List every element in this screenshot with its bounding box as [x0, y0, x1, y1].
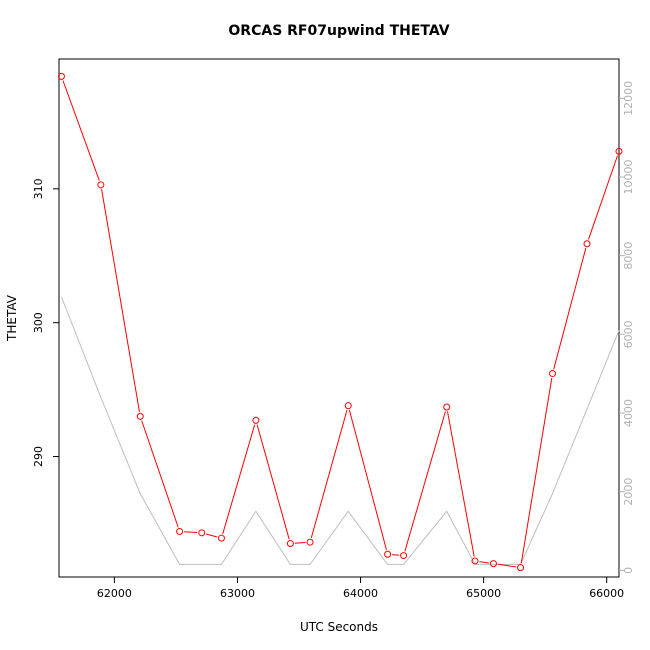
y2-tick-label: 0: [622, 567, 635, 574]
thetav-line-segment: [222, 424, 256, 535]
y-axis-left: 290 300 310: [32, 178, 59, 467]
thetav-point: [198, 529, 206, 537]
thetav-point: [217, 534, 225, 542]
thetav-point: [136, 412, 144, 420]
thetav-point: [400, 552, 408, 560]
y-tick-label: 290: [32, 446, 45, 467]
x-tick-label: 64000: [343, 587, 378, 600]
thetav-point: [549, 370, 557, 378]
thetav-point: [286, 540, 294, 548]
y-axis-label: THETAV: [5, 294, 19, 342]
thetav-point: [344, 402, 352, 410]
thetav-point: [489, 560, 497, 568]
chart-title: ORCAS RF07upwind THETAV: [228, 23, 449, 39]
thetav-line-segment: [404, 411, 446, 552]
thetav-line-segment: [588, 155, 618, 240]
y2-tick-label: 2000: [622, 478, 635, 506]
x-axis: 62000 63000 64000 65000 66000: [97, 577, 624, 600]
y2-tick-label: 8000: [622, 242, 635, 270]
thetav-line-segment: [256, 424, 290, 540]
thetav-point: [176, 527, 184, 535]
y2-tick-label: 10000: [622, 159, 635, 194]
thetav-point: [97, 181, 105, 189]
thetav-line-segment: [348, 409, 387, 551]
x-tick-label: 66000: [589, 587, 624, 600]
thetav-line-segment: [497, 563, 517, 568]
thetav-line-segment: [184, 531, 198, 534]
x-tick-label: 62000: [97, 587, 132, 600]
thetav-point: [384, 550, 392, 558]
thetav-point: [517, 564, 525, 572]
plot-frame: [58, 58, 620, 578]
thetav-line-segment: [101, 189, 140, 413]
thetav-point: [252, 416, 260, 424]
thetav-point: [583, 240, 591, 248]
x-tick-label: 63000: [220, 587, 255, 600]
thetav-line-segment: [294, 542, 306, 544]
thetav-line-segment: [141, 420, 179, 528]
x-tick-label: 65000: [466, 587, 501, 600]
thetav-line-segment: [520, 377, 553, 564]
thetav-point: [306, 538, 314, 546]
thetav-point: [57, 72, 65, 80]
thetav-line-segment: [392, 554, 400, 556]
thetav-point: [443, 403, 451, 411]
y-axis-right: 0 2000 4000 6000 8000 10000 12000: [619, 81, 635, 574]
y-tick-label: 310: [32, 178, 45, 199]
series-layer: [57, 72, 623, 572]
x-axis-label: UTC Seconds: [300, 620, 378, 634]
thetav-line-segment: [310, 409, 348, 538]
thetav-line-segment: [62, 80, 100, 181]
y2-tick-label: 4000: [622, 399, 635, 427]
thetav-line-segment: [553, 247, 587, 370]
y-tick-label: 300: [32, 312, 45, 333]
y2-tick-label: 12000: [622, 81, 635, 116]
thetav-line-segment: [479, 561, 490, 564]
y2-tick-label: 6000: [622, 320, 635, 348]
thetav-line-segment: [205, 533, 218, 538]
thetav-line-segment: [447, 411, 475, 557]
thetav-point: [471, 557, 479, 565]
thetav-point: [615, 147, 623, 155]
